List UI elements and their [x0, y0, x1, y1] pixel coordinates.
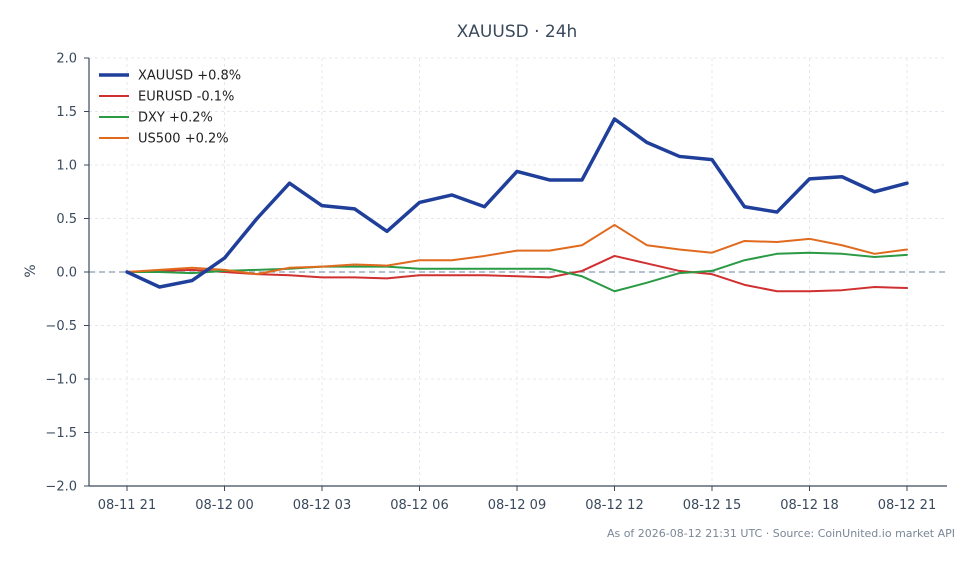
legend: XAUUSD +0.8% EURUSD -0.1% DXY +0.2% US500 +…: [99, 69, 241, 147]
y-tick-label: 2.0: [56, 52, 77, 67]
x-tick-label: 08-12 00: [195, 498, 253, 513]
y-tick-label: 1.0: [56, 159, 77, 174]
x-tick-label: 08-12 09: [488, 498, 546, 513]
series-line-4: [126, 223, 908, 276]
y-tick-label: −2.0: [45, 480, 77, 495]
axes: [84, 57, 947, 491]
y-tick-label: 0.5: [56, 212, 77, 227]
y-tick-label: −0.5: [45, 319, 77, 334]
tick-labels: 2.0 1.5 1.0 0.5 0.0 −0.5 −1.0 −1.5 −2.0 08-11 21 0…: [45, 52, 936, 514]
y-tick-label: 1.5: [56, 105, 77, 120]
x-tick-label: 08-11 21: [98, 498, 156, 513]
chart-title: XAUUSD · 24h: [457, 22, 578, 42]
y-tick-label: −1.5: [45, 426, 77, 441]
series-line-1: [125, 117, 909, 289]
series-line-2: [126, 254, 908, 293]
series-lines: [125, 117, 909, 293]
source-footnote: As of 2026-08-12 21:31 UTC · Source: Coi…: [607, 527, 955, 540]
x-tick-label: 08-12 12: [585, 498, 643, 513]
legend-label: DXY +0.2%: [138, 111, 213, 126]
x-tick-label: 08-12 06: [390, 498, 448, 513]
legend-label: EURUSD -0.1%: [138, 90, 234, 105]
legend-label: US500 +0.2%: [138, 132, 229, 147]
x-tick-label: 08-12 18: [780, 498, 838, 513]
series-line-3: [126, 251, 908, 293]
x-tick-label: 08-12 15: [683, 498, 741, 513]
y-tick-label: −1.0: [45, 373, 77, 388]
x-tick-label: 08-12 03: [293, 498, 351, 513]
y-axis-label: %: [23, 264, 39, 277]
x-tick-label: 08-12 21: [878, 498, 936, 513]
legend-label: XAUUSD +0.8%: [138, 69, 241, 84]
y-tick-label: 0.0: [56, 266, 77, 281]
